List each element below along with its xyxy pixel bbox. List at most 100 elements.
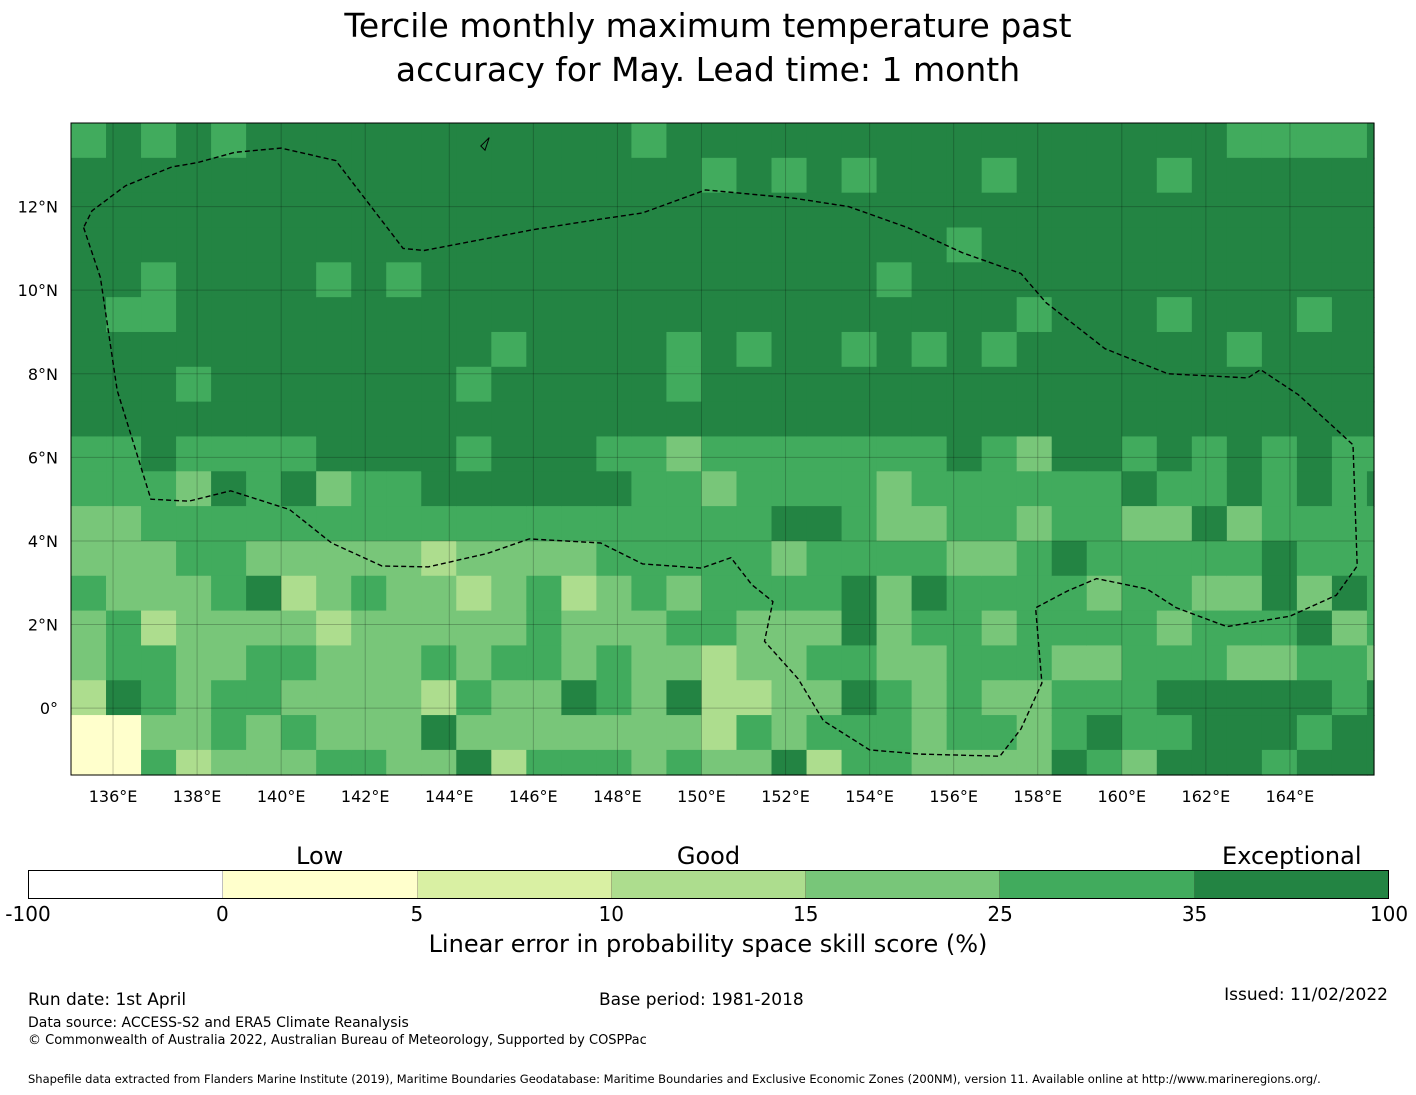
- grid-cell: [631, 227, 668, 263]
- grid-cell: [246, 575, 282, 612]
- grid-cell: [1156, 262, 1193, 298]
- grid-cell: [1261, 575, 1298, 612]
- grid-cell: [666, 157, 703, 194]
- grid-cell: [911, 401, 948, 438]
- grid-cell: [1156, 575, 1193, 612]
- grid-cell: [1261, 157, 1298, 194]
- grid-cell: [1016, 471, 1053, 507]
- grid-cell: [1226, 401, 1263, 438]
- grid-cell: [841, 157, 878, 194]
- grid-cell: [141, 506, 177, 542]
- grid-cell: [456, 157, 492, 194]
- grid-cell: [71, 645, 107, 681]
- grid-cell: [946, 157, 983, 194]
- grid-cell: [456, 366, 492, 403]
- grid-cell: [141, 436, 177, 472]
- grid-cell: [106, 262, 142, 298]
- grid-cell: [701, 436, 738, 472]
- grid-cell: [1156, 366, 1193, 403]
- grid-cell: [281, 610, 317, 647]
- grid-cell: [1156, 610, 1193, 647]
- grid-cell: [351, 610, 387, 647]
- grid-cell: [526, 540, 562, 577]
- grid-cell: [911, 680, 948, 716]
- grid-cell: [71, 715, 107, 751]
- grid-cell: [526, 715, 562, 751]
- grid-cell: [176, 401, 212, 438]
- grid-cell: [1051, 749, 1088, 776]
- grid-cell: [701, 192, 738, 229]
- grid-cell: [1086, 610, 1123, 647]
- grid-cell: [1191, 645, 1228, 681]
- grid-cell: [71, 610, 107, 647]
- grid-cell: [911, 157, 948, 194]
- grid-cell: [876, 297, 913, 333]
- grid-cell: [456, 471, 492, 507]
- grid-cell: [351, 401, 387, 438]
- grid-cell: [211, 645, 247, 681]
- grid-cell: [526, 401, 562, 438]
- grid-cell: [106, 436, 142, 472]
- grid-cell: [141, 331, 177, 368]
- grid-cell: [71, 366, 107, 403]
- grid-cell: [71, 749, 107, 776]
- grid-cell: [806, 123, 843, 159]
- grid-cell: [666, 366, 703, 403]
- grid-cell: [1226, 715, 1263, 751]
- grid-cell: [1191, 366, 1228, 403]
- axis-tick-labels: 136°E 138°E 140°E 142°E 144°E 146°E 148°E 150°E…: [18, 198, 1315, 806]
- grid-cell: [351, 436, 387, 472]
- grid-cell: [1156, 540, 1193, 577]
- grid-cell: [596, 680, 633, 716]
- grid-cell: [806, 715, 843, 751]
- grid-cell: [1226, 540, 1263, 577]
- grid-cell: [176, 680, 212, 716]
- grid-cell: [1366, 715, 1375, 751]
- grid-cell: [1016, 331, 1053, 368]
- grid-cell: [1086, 715, 1123, 751]
- grid-cell: [491, 123, 527, 159]
- grid-cell: [1121, 401, 1158, 438]
- grid-cell: [281, 575, 317, 612]
- grid-cell: [806, 157, 843, 194]
- grid-cell: [211, 123, 247, 159]
- lat-tick-label: 12°N: [18, 198, 58, 217]
- grid-cell: [876, 366, 913, 403]
- grid-cell: [946, 401, 983, 438]
- grid-cell: [351, 575, 387, 612]
- grid-cell: [526, 227, 562, 263]
- land-outlines: [480, 137, 490, 152]
- grid-cell: [456, 262, 492, 298]
- grid-cell: [351, 680, 387, 716]
- grid-cell: [911, 123, 948, 159]
- lon-tick-label: 162°E: [1182, 787, 1231, 806]
- grid-cell: [596, 262, 633, 298]
- grid-cell: [981, 645, 1018, 681]
- grid-cell: [596, 715, 633, 751]
- lat-tick-label: 6°N: [28, 448, 58, 467]
- grid-cell: [1191, 506, 1228, 542]
- grid-cell: [1296, 366, 1333, 403]
- grid-cell: [666, 123, 703, 159]
- grid-cell: [421, 366, 457, 403]
- lon-tick-label: 146°E: [509, 787, 558, 806]
- grid-cell: [596, 401, 633, 438]
- grid-cell: [666, 540, 703, 577]
- grid-cell: [666, 645, 703, 681]
- grid-cell: [1016, 262, 1053, 298]
- grid-cell: [1191, 262, 1228, 298]
- grid-cell: [1366, 680, 1375, 716]
- grid-cell: [141, 157, 177, 194]
- grid-cell: [1121, 506, 1158, 542]
- grid-cell: [351, 157, 387, 194]
- grid-cell: [281, 506, 317, 542]
- grid-cell: [666, 749, 703, 776]
- grid-cell: [806, 506, 843, 542]
- grid-cell: [1296, 436, 1333, 472]
- grid-cell: [911, 192, 948, 229]
- colorbar-tick-label: 100: [1369, 902, 1409, 926]
- grid-cell: [211, 366, 247, 403]
- grid-cell: [1156, 157, 1193, 194]
- grid-cell: [841, 436, 878, 472]
- grid-cell: [491, 297, 527, 333]
